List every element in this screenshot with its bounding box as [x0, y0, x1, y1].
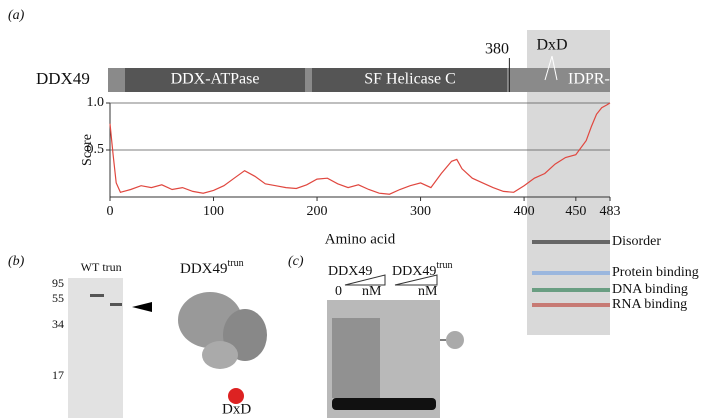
group-label: DDX49 — [328, 264, 372, 279]
panel-label: (c) — [288, 254, 304, 269]
position-marker: 380 — [485, 41, 509, 58]
region-label: IDPR-C — [568, 71, 620, 88]
group-label: DDX49trun — [392, 260, 452, 279]
domain-label: DDX-ATPase — [171, 71, 260, 88]
panel-label: (b) — [8, 254, 25, 269]
x-tick-label: 400 — [514, 204, 535, 219]
track-label: Disorder — [612, 234, 661, 249]
lane-label: trun — [102, 260, 121, 274]
x-tick-label: 300 — [410, 204, 431, 219]
icon — [446, 331, 464, 349]
x-tick-label: 483 — [600, 204, 621, 219]
panel-label: (a) — [8, 8, 25, 23]
structure-name: DDX49trun — [180, 258, 244, 277]
superscript: trun — [228, 258, 244, 269]
ladder-label: 55 — [52, 291, 64, 305]
lane-label: WT — [81, 260, 100, 274]
ladder-label: 17 — [52, 368, 64, 382]
conc-label: nM — [418, 284, 438, 299]
ladder-label: 34 — [52, 317, 64, 331]
protein-name: DDX49 — [36, 69, 90, 88]
ladder-label: 95 — [52, 276, 64, 290]
x-tick-label: 450 — [565, 204, 586, 219]
name: DDX49 — [328, 264, 372, 279]
name: DDX49 — [180, 261, 228, 277]
superscript: trun — [436, 260, 452, 271]
x-axis-label: Amino acid — [325, 231, 396, 247]
track-label: RNA binding — [612, 297, 687, 312]
track-label: Protein binding — [612, 265, 699, 280]
figure: (a) (b) (c) DDX49 DDX-ATPase SF Helicase… — [0, 0, 726, 420]
gel-band — [110, 303, 122, 306]
conc-label: nM — [362, 284, 382, 299]
arrow — [132, 302, 152, 312]
smear — [332, 318, 380, 398]
track-label: DNA binding — [612, 282, 688, 297]
x-tick-label: 200 — [307, 204, 328, 219]
structure — [202, 341, 238, 369]
gel-band — [90, 294, 104, 297]
y-tick-label: 1.0 — [87, 95, 105, 110]
gel — [68, 278, 123, 418]
domain-label: SF Helicase C — [364, 71, 456, 88]
conc-label: 0 — [335, 284, 342, 299]
y-tick-label: 0.5 — [87, 142, 105, 157]
free-probe — [332, 398, 436, 410]
motif-label: DxD — [536, 37, 567, 54]
x-tick-label: 0 — [107, 204, 114, 219]
motif-label: DxD — [222, 401, 251, 417]
x-tick-label: 100 — [203, 204, 224, 219]
